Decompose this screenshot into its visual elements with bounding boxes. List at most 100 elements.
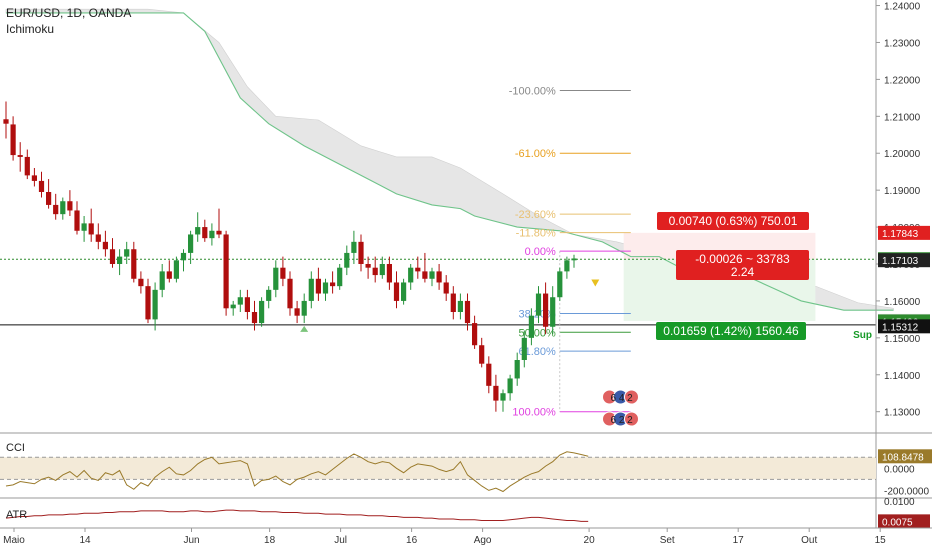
event-flag-label: 6 2 2 — [611, 415, 634, 426]
fib-level-label: -100.00% — [509, 85, 556, 97]
candle-body — [95, 234, 101, 242]
stop-badge: 0.01659 (1.42%) 1560.46 — [656, 322, 806, 340]
candle-body — [415, 267, 421, 272]
candle-body — [159, 271, 165, 290]
support-line-label: Sup — [853, 330, 872, 341]
candle-body — [564, 260, 570, 272]
candle-body — [486, 363, 492, 386]
event-flag-group-1: 6 4 2 — [602, 389, 639, 405]
price-axis-label: 1.21000 — [884, 112, 921, 123]
candle-body — [266, 289, 272, 301]
time-axis-label: 15 — [875, 535, 887, 546]
candle-body — [31, 175, 37, 181]
candle-body — [38, 180, 45, 192]
cci-band — [0, 457, 876, 480]
candle-body — [53, 204, 59, 215]
candle-body — [173, 260, 179, 279]
candle-body — [429, 271, 435, 279]
candle-body — [24, 156, 30, 176]
candle-body — [202, 227, 208, 239]
candle-body — [422, 271, 428, 279]
candle-body — [493, 385, 499, 401]
price-axis-label: 1.23000 — [884, 38, 921, 49]
candle-body — [472, 323, 478, 346]
candle-body — [88, 223, 94, 235]
candle-body — [365, 264, 371, 268]
position-badge-box — [656, 322, 806, 340]
candle-body — [322, 282, 329, 294]
low-marker-triangle — [300, 325, 309, 332]
candle-body — [521, 337, 527, 360]
price-axis-badge-box — [878, 253, 930, 268]
price-axis-label: 1.16000 — [884, 297, 921, 308]
candle-body — [17, 155, 23, 157]
candle-body — [102, 241, 108, 250]
position-badge-text: 2.24 — [731, 265, 755, 279]
candle-body — [450, 293, 456, 312]
entry-marker-triangle — [591, 279, 600, 287]
cci-axis-label: 0.0000 — [884, 464, 915, 475]
candle-body — [273, 267, 279, 290]
candle-body — [514, 360, 520, 379]
event-flag-icon — [624, 389, 639, 405]
candle-body — [479, 345, 485, 364]
price-axis-badge-box — [878, 319, 930, 334]
price-axis-badge-box — [878, 225, 930, 240]
price-axis-label: 1.22000 — [884, 75, 921, 86]
candle-body — [408, 267, 414, 283]
price-axis-label: 1.14000 — [884, 371, 921, 382]
event-flag-group-2: 6 2 2 — [602, 411, 639, 427]
symbol-title: EUR/USD, 1D, OANDA — [6, 6, 132, 20]
candle-body — [500, 393, 506, 401]
kijun-sen-line — [6, 12, 894, 311]
price-axis-label: 1.15000 — [884, 334, 921, 345]
atr-last-value-box — [878, 514, 930, 529]
time-axis-label: Set — [660, 535, 675, 546]
price-axis-label: 1.13000 — [884, 408, 921, 419]
position-badge-text: -0.00026 ~ 33783 — [695, 252, 790, 266]
cci-series-line — [5, 451, 589, 493]
candle-body — [124, 249, 130, 257]
candle-body — [60, 201, 66, 215]
candle-body — [557, 271, 563, 298]
cci-last-value-badge: 108.8478 — [878, 449, 932, 464]
time-axis-label: Out — [801, 535, 817, 546]
price-axis-badge-text: 1.15312 — [882, 322, 919, 333]
candle-body — [457, 300, 463, 312]
candle-body — [528, 315, 534, 338]
candle-body — [138, 278, 144, 287]
atr-pane-title: ATR — [6, 509, 27, 521]
candle-body — [436, 271, 442, 283]
candle-body — [81, 223, 87, 231]
time-axis-label: Jul — [334, 535, 347, 546]
time-axis-label: Maio — [3, 535, 25, 546]
price-axis-badge: 1.17103 — [878, 253, 930, 268]
candle-body — [443, 282, 449, 294]
candle-body — [294, 308, 300, 316]
candle-body — [543, 293, 549, 327]
cci-last-value-box — [878, 449, 932, 464]
indicator-label: Ichimoku — [6, 22, 55, 36]
time-axis-label: Ago — [474, 535, 492, 546]
candle-body — [46, 192, 52, 205]
price-axis-label: 1.20000 — [884, 149, 921, 160]
candle-body — [188, 234, 194, 253]
candle-body — [330, 282, 336, 287]
candle-body — [393, 282, 400, 301]
price-axis-badge-text: 1.17103 — [882, 256, 919, 267]
candle-body — [344, 252, 350, 268]
candle-body — [351, 241, 357, 253]
fib-level-label: 100.00% — [512, 407, 556, 419]
target-badge: 0.00740 (0.63%) 750.01 — [657, 212, 809, 230]
atr-series-line — [5, 509, 589, 522]
price-axis-label: 1.19000 — [884, 186, 921, 197]
candle-body — [550, 297, 556, 327]
candle-body — [152, 289, 158, 320]
price-axis-badge-text: 1.17843 — [882, 229, 919, 240]
candle-body — [209, 230, 215, 239]
candle-body — [223, 234, 229, 309]
candle-body — [237, 297, 243, 305]
candle-body — [195, 227, 201, 235]
